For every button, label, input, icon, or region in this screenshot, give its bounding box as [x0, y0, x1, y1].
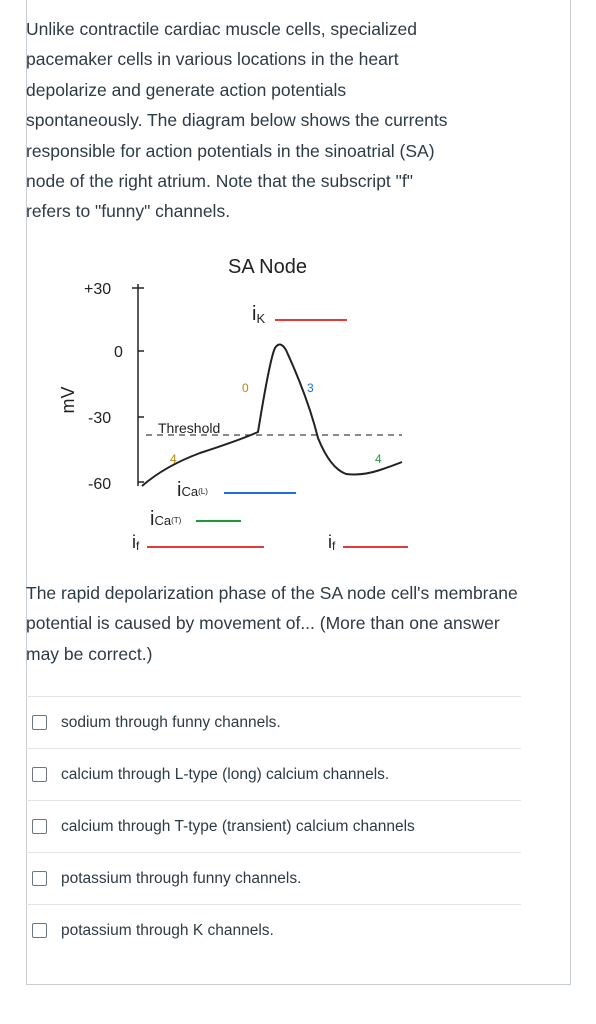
phase-label: 4 [375, 452, 382, 466]
current-if-label-right: if [328, 532, 336, 553]
answer-label: calcium through L-type (long) calcium ch… [61, 765, 390, 783]
diagram-title: SA Node [228, 256, 307, 278]
phase-label: 0 [242, 381, 249, 395]
answer-label: sodium through funny channels. [61, 713, 281, 731]
answer-list: sodium through funny channels. calcium t… [26, 696, 521, 956]
answer-option[interactable]: potassium through K channels. [26, 904, 521, 956]
phase-label: 4 [170, 452, 177, 466]
answer-option[interactable]: potassium through funny channels. [26, 852, 521, 904]
y-tick-label: +30 [84, 281, 111, 298]
checkbox[interactable] [32, 923, 47, 938]
phase-label: 3 [307, 381, 314, 395]
answer-label: potassium through funny channels. [61, 869, 302, 887]
current-icat-label: iCa(T) [150, 508, 182, 530]
action-potential-curve [141, 343, 403, 487]
sa-node-diagram: SA Node +30 0 -30 -60 mV Threshold 4 0 3… [58, 256, 408, 553]
current-ik-label: iK [252, 303, 265, 326]
y-tick-label: 0 [114, 344, 123, 361]
stem-line: responsible for action potentials in the… [26, 140, 435, 161]
checkbox[interactable] [32, 871, 47, 886]
current-if-label: if [132, 532, 140, 553]
answer-option[interactable]: sodium through funny channels. [26, 696, 521, 748]
current-ical-label: iCa(L) [177, 479, 208, 501]
stem-line: node of the right atrium. Note that the … [26, 171, 413, 192]
y-tick-label: -30 [88, 410, 111, 427]
question-text: The rapid depolarization phase of the SA… [26, 583, 518, 664]
y-tick-label: -60 [88, 476, 111, 493]
checkbox[interactable] [32, 767, 47, 782]
stem-line: pacemaker cells in various locations in … [26, 49, 399, 70]
y-axis-label: mV [58, 387, 78, 414]
stem-line: refers to "funny" channels. [26, 201, 231, 222]
stem-line: spontaneously. The diagram below shows t… [26, 110, 448, 131]
threshold-label: Threshold [158, 420, 220, 436]
answer-option[interactable]: calcium through T-type (transient) calci… [26, 800, 521, 852]
question-card [26, 0, 571, 985]
question-stem: Unlike contractile cardiac muscle cells,… [26, 14, 516, 227]
checkbox[interactable] [32, 715, 47, 730]
checkbox[interactable] [32, 819, 47, 834]
stem-line: depolarize and generate action potential… [26, 79, 347, 100]
stem-line: Unlike contractile cardiac muscle cells,… [26, 19, 417, 39]
answer-option[interactable]: calcium through L-type (long) calcium ch… [26, 748, 521, 800]
answer-label: potassium through K channels. [61, 921, 274, 939]
answer-label: calcium through T-type (transient) calci… [61, 817, 415, 835]
